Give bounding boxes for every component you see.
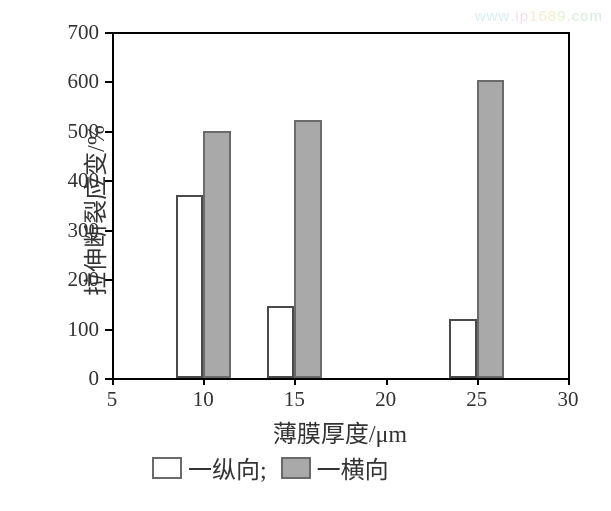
legend-swatch <box>152 457 182 479</box>
y-tick-label: 700 <box>53 20 99 45</box>
x-tick <box>386 378 388 385</box>
bar-transverse <box>477 80 504 378</box>
y-tick <box>105 32 112 34</box>
page: www.ip1689.com 0100200300400500600700510… <box>0 0 611 511</box>
x-axis-line <box>112 378 570 380</box>
x-tick-label: 5 <box>92 387 132 412</box>
legend-label: 一纵向; <box>188 450 267 485</box>
y-axis-line <box>112 32 114 380</box>
bar-chart: 010020030040050060070051015202530拉伸断裂应变/… <box>0 0 611 511</box>
x-tick <box>568 378 570 385</box>
top-axis-line <box>112 32 570 34</box>
y-tick-label: 600 <box>53 69 99 94</box>
x-tick-label: 10 <box>183 387 223 412</box>
y-tick <box>105 378 112 380</box>
bar-transverse <box>294 120 321 378</box>
y-tick <box>105 81 112 83</box>
chart-legend: 一纵向; 一横向 <box>152 450 389 485</box>
bar-longitudinal <box>267 306 294 378</box>
y-axis-title: 拉伸断裂应变/% <box>76 125 111 296</box>
legend-label: 一横向 <box>317 450 389 485</box>
bar-transverse <box>203 131 230 378</box>
x-tick-label: 30 <box>548 387 588 412</box>
y-tick-label: 100 <box>53 317 99 342</box>
right-axis-line <box>568 32 570 380</box>
x-tick-label: 20 <box>366 387 406 412</box>
x-tick-label: 15 <box>274 387 314 412</box>
bar-longitudinal <box>449 319 476 378</box>
y-tick <box>105 329 112 331</box>
legend-item-transverse: 一横向 <box>281 450 389 485</box>
x-tick <box>477 378 479 385</box>
x-tick <box>203 378 205 385</box>
x-axis-title: 薄膜厚度/μm <box>112 414 568 449</box>
legend-swatch <box>281 457 311 479</box>
x-tick <box>294 378 296 385</box>
legend-item-longitudinal: 一纵向; <box>152 450 267 485</box>
bar-longitudinal <box>176 195 203 378</box>
x-tick-label: 25 <box>457 387 497 412</box>
x-tick <box>112 378 114 385</box>
